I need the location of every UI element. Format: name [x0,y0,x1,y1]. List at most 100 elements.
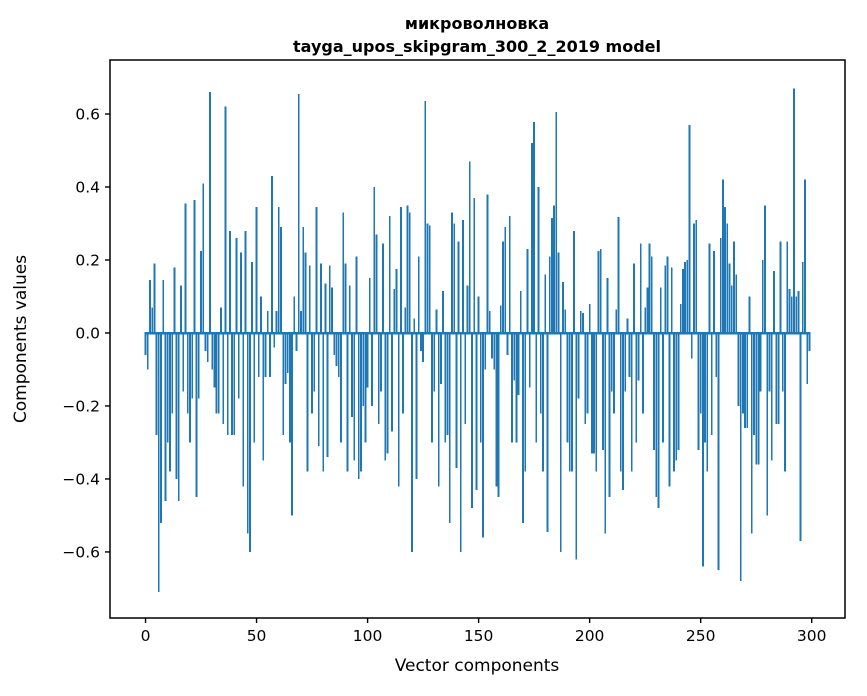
bar [360,332,362,472]
chart-title: микроволновка [405,14,549,33]
bar [699,332,702,414]
bar [777,332,780,425]
bar [240,252,242,333]
bar [322,332,325,472]
bar [804,179,806,333]
x-axis-ticks: 0 50 100 150 200 250 300 [141,618,826,645]
bar [344,263,347,333]
bar [246,332,249,534]
bar [264,332,267,377]
bar [508,216,511,333]
bar [193,199,196,333]
bar [280,227,282,333]
bar [473,197,476,333]
bar [708,243,711,333]
bar [650,256,653,333]
y-axis-label: Components values [11,255,31,423]
bar [357,332,360,479]
bar [595,332,598,472]
bar [706,332,709,472]
bar [233,332,236,436]
bar [291,332,293,516]
bar [570,332,573,472]
bar [515,332,518,443]
bar [415,332,418,479]
bar [202,183,205,333]
bar [593,332,595,454]
bar [484,332,487,370]
bar [433,332,436,392]
bar [579,311,582,333]
bar [408,212,411,333]
bar [189,332,191,443]
bar [402,332,404,414]
plot-area [109,59,846,619]
bar [286,332,289,374]
bar [249,332,251,552]
bar [684,261,687,333]
bar [710,332,713,436]
bar [568,332,571,472]
bar [346,332,349,472]
bar [273,332,276,348]
bar [155,332,158,436]
bar [293,296,296,333]
bar [182,332,185,392]
x-tick-label: 100 [353,627,383,645]
bar [544,274,547,333]
bar [435,309,438,333]
bar [446,332,449,436]
bar [655,332,658,498]
bar [615,309,618,333]
bar [226,332,229,436]
bar [195,332,198,498]
bar [324,283,327,333]
bar [284,332,287,385]
x-tick-label: 200 [575,627,605,645]
bar [737,332,740,406]
bar [186,332,189,414]
bar [337,332,340,377]
bar [675,332,678,461]
bar [419,332,422,352]
bar [466,285,469,333]
bar [555,112,558,333]
bar [753,332,755,436]
bar [257,332,260,377]
bar [431,332,433,443]
bar [206,332,209,363]
bar [653,332,655,450]
x-axis-label: Vector components [395,656,560,676]
bar [524,332,527,472]
bar [486,194,489,333]
bar [564,309,567,333]
bar [413,318,416,333]
bar [162,280,165,333]
bar [659,287,662,333]
bar [437,332,440,487]
bar [331,287,333,333]
bar [271,176,273,333]
bar [297,93,300,333]
bar [577,332,580,399]
bar [448,332,451,523]
y-tick-label: −0.2 [62,397,100,415]
bar [468,161,471,333]
bar [160,332,162,523]
bar [717,332,720,571]
bar [200,250,202,333]
bars-series [144,88,811,593]
bar [548,256,551,333]
bar [417,256,420,333]
bar [382,243,385,333]
bar [662,332,664,443]
bar [300,311,302,333]
bar [404,307,407,333]
bar [590,332,593,454]
bar [586,332,589,414]
bar [464,332,467,425]
bar [439,332,442,385]
bar [377,332,380,425]
bar [373,187,376,333]
